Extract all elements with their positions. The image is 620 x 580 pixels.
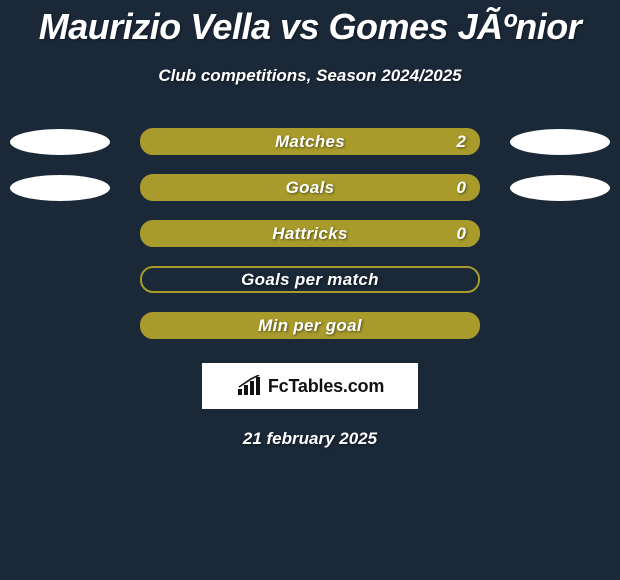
stat-bar: Goals per match	[140, 266, 480, 293]
stat-bar: Hattricks0	[140, 220, 480, 247]
stat-row: Matches2	[0, 128, 620, 155]
stat-label: Goals per match	[142, 270, 478, 290]
stat-value: 0	[457, 224, 466, 244]
left-ellipse	[10, 129, 110, 155]
stat-row: Goals0	[0, 174, 620, 201]
stat-row: Hattricks0	[0, 220, 620, 247]
left-ellipse	[10, 175, 110, 201]
subtitle: Club competitions, Season 2024/2025	[0, 66, 620, 86]
stat-value: 0	[457, 178, 466, 198]
stat-label: Goals	[142, 178, 478, 198]
stat-bar: Goals0	[140, 174, 480, 201]
stat-value: 2	[457, 132, 466, 152]
stat-bar: Matches2	[140, 128, 480, 155]
stat-bar: Min per goal	[140, 312, 480, 339]
page-title: Maurizio Vella vs Gomes JÃºnior	[0, 0, 620, 48]
logo-box: FcTables.com	[202, 363, 418, 409]
stat-row: Goals per match	[0, 266, 620, 293]
stat-label: Min per goal	[142, 316, 478, 336]
right-ellipse	[510, 175, 610, 201]
right-ellipse	[510, 129, 610, 155]
stats-rows: Matches2Goals0Hattricks0Goals per matchM…	[0, 128, 620, 339]
stat-label: Hattricks	[142, 224, 478, 244]
chart-icon	[236, 375, 262, 397]
date-label: 21 february 2025	[0, 429, 620, 449]
stat-label: Matches	[142, 132, 478, 152]
logo-text: FcTables.com	[268, 376, 384, 397]
stat-row: Min per goal	[0, 312, 620, 339]
